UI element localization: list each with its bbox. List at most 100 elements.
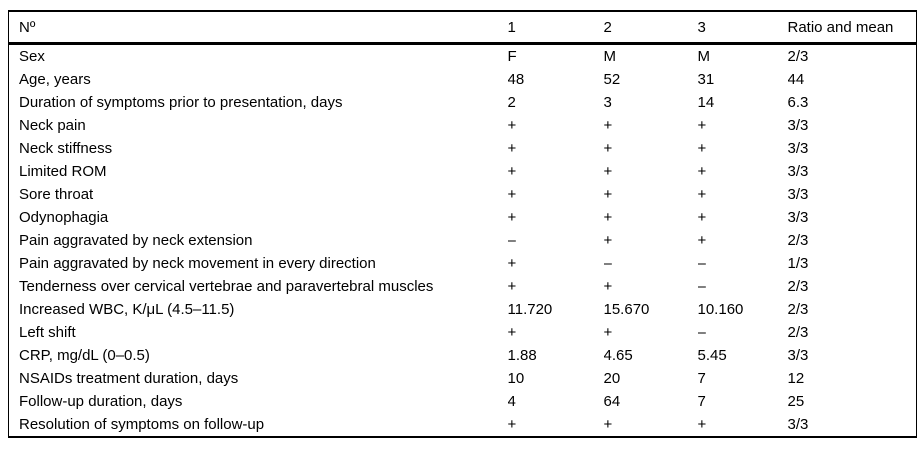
table-row-age: Age, years 48 52 31 44 [9, 68, 917, 91]
row-label: Neck pain [19, 117, 86, 134]
table-row-pain-neck-movement: Pain aggravated by neck movement in ever… [9, 252, 917, 275]
table-row-followup-duration: Follow-up duration, days 4 64 7 25 [9, 390, 917, 413]
cell-ratio-mean: 2/3 [787, 324, 809, 341]
cell-case-3: 5.45 [697, 347, 727, 364]
table-row-limited-rom: Limited ROM + + + 3/3 [9, 160, 917, 183]
table-row-crp: CRP, mg/dL (0–0.5) 1.88 4.65 5.45 3/3 [9, 344, 917, 367]
table-row-resolution-symptoms: Resolution of symptoms on follow-up + + … [9, 413, 917, 437]
table-row-increased-wbc: Increased WBC, K/μL (4.5–11.5) 11.720 15… [9, 298, 917, 321]
cell-ratio-mean: 2/3 [787, 301, 809, 318]
cell-case-3: + [697, 117, 707, 134]
cell-case-3: – [697, 255, 706, 272]
cell-case-2: + [603, 278, 613, 295]
col-header-ratio-mean: Ratio and mean [787, 11, 917, 45]
row-label: Limited ROM [19, 163, 107, 180]
cell-case-1: + [507, 117, 517, 134]
cell-case-1: 10 [507, 370, 525, 387]
cell-case-1: F [507, 48, 517, 65]
row-label: Neck stiffness [19, 140, 113, 157]
cell-case-2: + [603, 209, 613, 226]
table-row-sore-throat: Sore throat + + + 3/3 [9, 183, 917, 206]
cell-case-1: + [507, 163, 517, 180]
cell-ratio-mean: 3/3 [787, 347, 809, 364]
cell-case-3: 7 [697, 393, 706, 410]
row-label: Sore throat [19, 186, 94, 203]
col-header-case-3: 3 [697, 11, 788, 45]
cell-case-2: + [603, 117, 613, 134]
cell-case-1: 2 [507, 94, 516, 111]
cell-ratio-mean: 2/3 [787, 232, 809, 249]
cell-case-3: + [697, 416, 707, 433]
table-row-tenderness: Tenderness over cervical vertebrae and p… [9, 275, 917, 298]
table-row-odynophagia: Odynophagia + + + 3/3 [9, 206, 917, 229]
row-label: Follow-up duration, days [19, 393, 183, 410]
cell-case-3: M [697, 48, 711, 65]
cell-case-1: + [507, 278, 517, 295]
cell-case-2: + [603, 416, 613, 433]
cell-case-3: + [697, 209, 707, 226]
cell-case-1: – [507, 232, 516, 249]
cell-case-1: 1.88 [507, 347, 537, 364]
cell-case-3: – [697, 324, 706, 341]
cell-case-2: + [603, 324, 613, 341]
cell-case-3: – [697, 278, 706, 295]
cell-case-2: + [603, 140, 613, 157]
cell-case-1: + [507, 255, 517, 272]
cell-ratio-mean: 25 [787, 393, 805, 410]
row-label: Pain aggravated by neck movement in ever… [19, 255, 376, 272]
cell-case-2: 3 [603, 94, 612, 111]
row-label: Odynophagia [19, 209, 109, 226]
cell-case-1: 11.720 [507, 301, 553, 318]
cell-case-2: + [603, 232, 613, 249]
table-row-duration-symptoms: Duration of symptoms prior to presentati… [9, 91, 917, 114]
cell-case-2: + [603, 163, 613, 180]
header-row: Nº 1 2 3 Ratio and mean [8, 11, 917, 45]
row-label: Left shift [19, 324, 76, 341]
cell-ratio-mean: 44 [787, 71, 805, 88]
cell-case-3: 14 [697, 94, 715, 111]
cell-case-3: + [697, 186, 707, 203]
row-label: NSAIDs treatment duration, days [19, 370, 239, 387]
table-row-neck-stiffness: Neck stiffness + + + 3/3 [9, 137, 917, 160]
table-row-pain-neck-extension: Pain aggravated by neck extension – + + … [9, 229, 917, 252]
cell-case-3: 10.160 [697, 301, 744, 318]
cell-case-2: 15.670 [603, 301, 650, 318]
cell-case-1: + [507, 209, 517, 226]
cell-ratio-mean: 6.3 [787, 94, 809, 111]
cell-case-3: + [697, 140, 707, 157]
cell-ratio-mean: 1/3 [787, 255, 809, 272]
patient-characteristics-table: Nº 1 2 3 Ratio and mean Sex F M M 2/3 Ag… [8, 10, 917, 438]
cell-ratio-mean: 2/3 [787, 48, 809, 65]
cell-case-1: + [507, 186, 517, 203]
row-label: Duration of symptoms prior to presentati… [19, 94, 343, 111]
cell-case-1: + [507, 416, 517, 433]
cell-ratio-mean: 3/3 [787, 209, 809, 226]
table-row-left-shift: Left shift + + – 2/3 [9, 321, 917, 344]
cell-ratio-mean: 2/3 [787, 278, 809, 295]
cell-ratio-mean: 3/3 [787, 186, 809, 203]
cell-case-2: 52 [603, 71, 621, 88]
row-label: CRP, mg/dL (0–0.5) [19, 347, 150, 364]
row-label: Increased WBC, K/μL (4.5–11.5) [19, 301, 235, 318]
cell-case-2: M [603, 48, 617, 65]
cell-case-2: 64 [603, 393, 621, 410]
row-label: Age, years [19, 71, 91, 88]
cell-ratio-mean: 3/3 [787, 117, 809, 134]
cell-ratio-mean: 3/3 [787, 163, 809, 180]
cell-case-3: 7 [697, 370, 706, 387]
cell-case-2: 20 [603, 370, 621, 387]
row-label: Resolution of symptoms on follow-up [19, 416, 265, 433]
cell-case-3: 31 [697, 71, 715, 88]
row-label: Sex [19, 48, 45, 65]
cell-ratio-mean: 12 [787, 370, 805, 387]
cell-case-3: + [697, 232, 707, 249]
cell-case-1: + [507, 140, 517, 157]
table-row-sex: Sex F M M 2/3 [9, 44, 917, 69]
row-label: Pain aggravated by neck extension [19, 232, 253, 249]
col-header-case-2: 2 [603, 11, 698, 45]
cell-case-2: – [603, 255, 612, 272]
cell-case-2: + [603, 186, 613, 203]
cell-case-1: + [507, 324, 517, 341]
table-row-nsaids-duration: NSAIDs treatment duration, days 10 20 7 … [9, 367, 917, 390]
col-header-case-1: 1 [507, 11, 604, 45]
